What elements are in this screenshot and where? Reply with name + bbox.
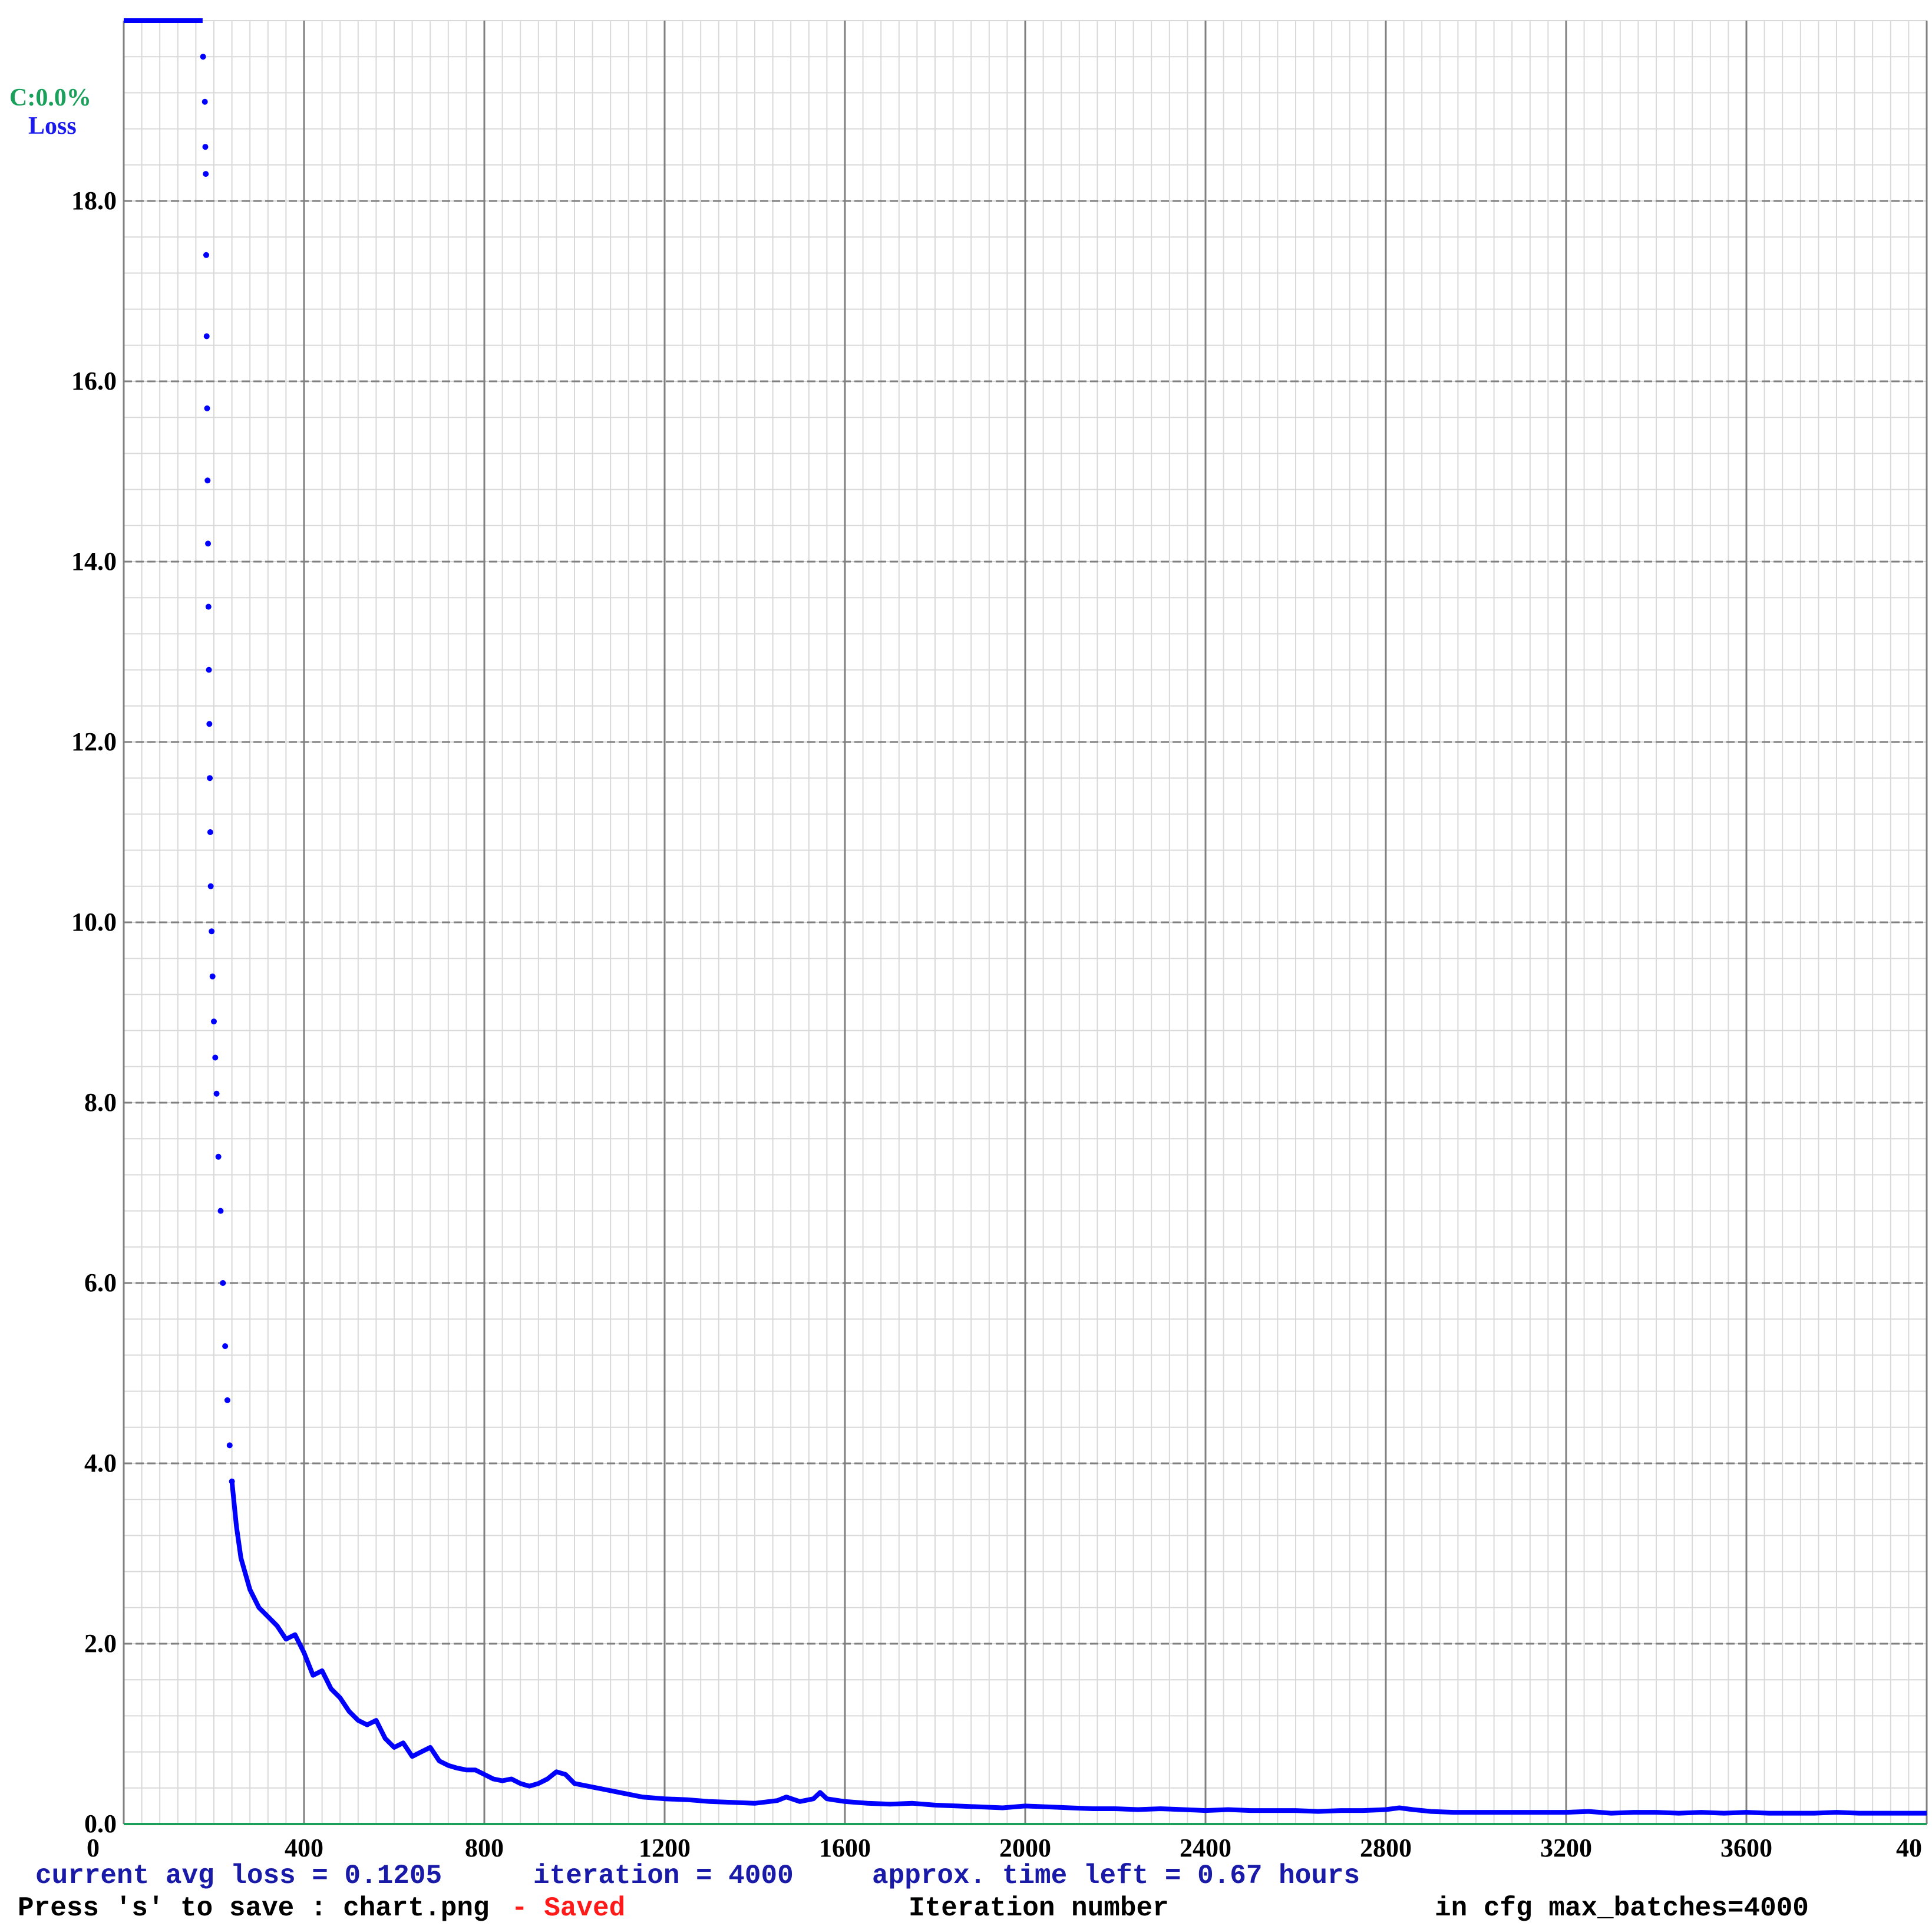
y-tick-label: 10.0 — [71, 908, 117, 936]
loss-point — [207, 775, 213, 781]
x-tick-label: 1600 — [819, 1833, 871, 1862]
loss-point — [211, 1018, 217, 1025]
x-axis-ticks: 0 400 800 1200 1600 2000 2400 2800 3200 3600 40 — [87, 1833, 1922, 1862]
loss-point — [224, 1397, 230, 1403]
loss-point — [217, 1208, 224, 1214]
x-tick-label: 3600 — [1720, 1833, 1772, 1862]
loss-point — [215, 1153, 222, 1160]
loss-point — [206, 667, 212, 673]
loss-point — [204, 405, 210, 411]
x-tick-label: 40 — [1896, 1833, 1922, 1862]
max-batches-status: in cfg max_batches=4000 — [1435, 1893, 1809, 1924]
loss-point — [206, 721, 213, 727]
loss-point — [209, 928, 215, 935]
loss-point — [203, 252, 209, 258]
loss-point — [222, 1343, 229, 1350]
legend-accuracy-label: C:0.0% — [9, 84, 91, 111]
loss-point — [205, 603, 212, 610]
y-tick-label: 16.0 — [71, 367, 117, 395]
iteration-status: iteration = 4000 — [533, 1861, 794, 1891]
save-prompt: Press 's' to save : chart.png — [18, 1893, 490, 1924]
loss-point — [213, 1090, 220, 1097]
loss-point — [220, 1280, 226, 1286]
y-tick-label: 8.0 — [84, 1088, 117, 1117]
legend-loss-label: Loss — [28, 113, 77, 140]
x-tick-label: 800 — [465, 1833, 504, 1862]
loss-point — [202, 98, 208, 105]
y-axis-ticks: 0.0 2.0 4.0 6.0 8.0 10.0 12.0 14.0 16.0 18.0 — [71, 186, 117, 1838]
save-state: - Saved — [511, 1893, 626, 1924]
loss-point — [226, 1442, 233, 1449]
x-tick-label: 1200 — [639, 1833, 691, 1862]
x-tick-label: 400 — [285, 1833, 323, 1862]
loss-point — [204, 477, 211, 484]
loss-point — [203, 333, 210, 339]
loss-point — [212, 1054, 219, 1061]
loss-point — [205, 540, 212, 547]
y-tick-label: 18.0 — [71, 186, 117, 215]
y-tick-label: 4.0 — [84, 1449, 117, 1478]
loss-point — [209, 973, 216, 980]
x-tick-label: 2400 — [1180, 1833, 1231, 1862]
x-axis-title: Iteration number — [909, 1893, 1169, 1924]
x-tick-label: 0 — [87, 1833, 100, 1862]
time-left-status: approx. time left = 0.67 hours — [872, 1861, 1360, 1891]
loss-point — [202, 144, 209, 150]
loss-point — [203, 171, 209, 177]
y-tick-label: 12.0 — [71, 727, 117, 756]
loss-series — [124, 18, 1927, 1816]
x-tick-label: 2000 — [999, 1833, 1051, 1862]
y-tick-label: 2.0 — [84, 1629, 117, 1658]
y-tick-label: 6.0 — [84, 1268, 117, 1297]
loss-point — [207, 883, 214, 889]
loss-point — [207, 829, 213, 835]
loss-line — [229, 1481, 1927, 1816]
loss-point — [200, 54, 206, 60]
x-tick-label: 3200 — [1540, 1833, 1592, 1862]
y-tick-label: 14.0 — [71, 547, 117, 576]
y-tick-label: 0.0 — [84, 1809, 117, 1838]
avg-loss-status: current avg loss = 0.1205 — [35, 1861, 442, 1891]
x-tick-label: 2800 — [1360, 1833, 1412, 1862]
